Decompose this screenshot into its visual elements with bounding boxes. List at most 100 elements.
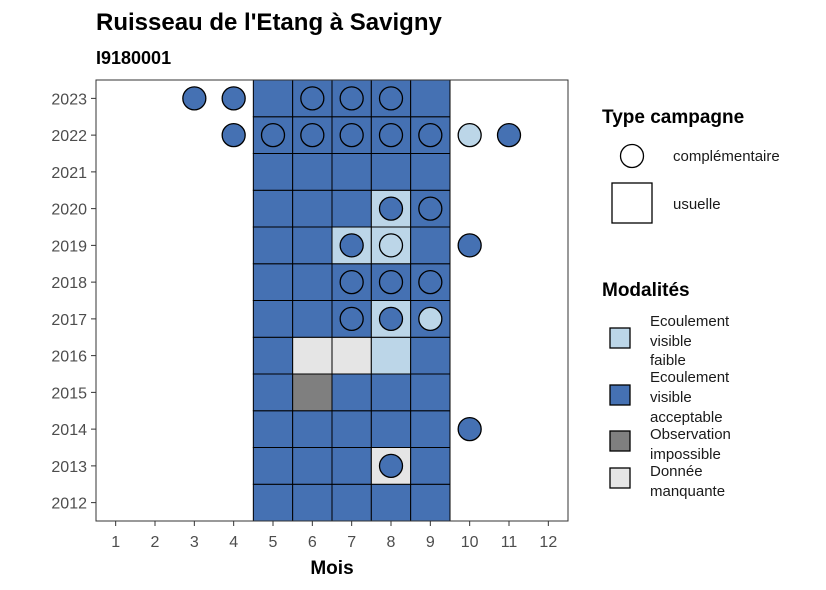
y-tick-label: 2012 [51,496,87,513]
y-tick-label: 2015 [51,385,87,402]
usuelle-cell [331,336,372,375]
usuelle-cell [252,300,294,338]
legend: Type campagne complémentaire usuelle Moda… [602,107,780,500]
legend-key-impossible [609,430,631,452]
x-tick-label: 12 [539,534,557,551]
complementaire-point [418,122,443,148]
usuelle-cell [252,189,294,228]
usuelle-cells [252,79,451,522]
x-tick-label: 5 [269,534,278,551]
usuelle-cell [331,483,372,522]
plot-border [95,79,569,522]
usuelle-cell [410,153,451,191]
complementaire-point [378,196,404,221]
x-tick-label: 11 [501,534,518,551]
x-tick-label: 1 [111,534,120,551]
usuelle-cell [410,336,451,375]
legend-complementaire-label: complémentaire [673,148,780,165]
usuelle-cell [410,226,451,265]
usuelle-cell [252,447,294,485]
y-tick-label: 2021 [51,165,87,182]
legend-label-impossible: Observation impossible [650,426,731,463]
usuelle-cell [410,483,451,522]
usuelle-cell [370,153,412,191]
complementaire-point [418,269,443,295]
x-tick-label: 7 [347,534,356,551]
complementaire-point [418,196,443,221]
complementaire-point [339,306,364,332]
x-tick-label: 10 [461,534,479,551]
usuelle-cell [331,410,372,448]
complementaire-point [339,269,364,295]
complementaire-points [182,86,522,479]
usuelle-cell [331,373,372,412]
usuelle-cell [252,483,294,522]
usuelle-cell [331,189,372,228]
chart-subtitle: I9180001 [96,48,171,68]
y-tick-label: 2016 [51,349,87,366]
complementaire-point [260,122,286,148]
legend-label-acceptable: Ecoulement visible acceptable [650,369,730,426]
usuelle-cell [331,447,372,485]
complementaire-point [418,306,443,332]
usuelle-cell [252,373,294,412]
x-tick-label: 4 [229,534,238,551]
usuelle-cell [252,153,294,191]
complementaire-point [300,86,325,111]
complementaire-point [457,122,482,148]
usuelle-cell [410,447,451,485]
complementaire-point [378,306,404,332]
usuelle-cell [410,373,451,412]
complementaire-point [221,122,246,148]
usuelle-cell [370,410,412,448]
complementaire-point [221,86,246,111]
usuelle-cell [410,263,451,301]
y-tick-label: 2019 [51,238,87,255]
usuelle-cell [292,153,333,191]
usuelle-cell [292,116,333,154]
complementaire-point [496,122,522,148]
legend-type-campagne-title: Type campagne [602,107,744,128]
x-axis-title: Mois [310,558,353,579]
y-tick-label: 2020 [51,202,87,219]
y-tick-label: 2017 [51,312,87,329]
x-tick-label: 2 [151,534,160,551]
usuelle-cell [410,79,451,118]
usuelle-cell [292,410,333,448]
usuelle-cell [292,300,333,338]
usuelle-cell [292,336,333,375]
complementaire-point [378,122,404,148]
usuelle-cell [292,226,333,265]
usuelle-cell [292,483,333,522]
usuelle-cell [252,336,294,375]
complementaire-point [457,233,482,258]
complementaire-point [378,233,404,258]
y-tick-label: 2022 [51,128,87,145]
legend-circle-key [619,143,645,169]
x-axis: 1 2 3 4 5 6 7 8 9 10 11 12 [111,521,557,551]
legend-modalites-title: Modalités [602,280,690,301]
legend-square-key [611,182,653,224]
x-tick-label: 6 [308,534,317,551]
usuelle-cell [292,263,333,301]
usuelle-cell [370,336,412,375]
chart-title: Ruisseau de l'Etang à Savigny [96,9,442,36]
complementaire-point [339,122,364,148]
y-axis: 2012 2013 2014 2015 2016 2017 2018 2019 2020 2021… [51,91,96,513]
usuelle-cell [292,373,333,412]
usuelle-cell [410,410,451,448]
y-tick-label: 2014 [51,422,87,439]
y-tick-label: 2018 [51,275,87,292]
usuelle-cell [252,226,294,265]
usuelle-cell [331,153,372,191]
usuelle-cell [252,79,294,118]
complementaire-point [300,122,325,148]
legend-key-acceptable [609,384,631,406]
usuelle-cell [292,447,333,485]
usuelle-cell [370,483,412,522]
complementaire-point [457,416,482,442]
legend-label-manquante: Donnée manquante [650,463,725,500]
complementaire-point [378,86,404,111]
